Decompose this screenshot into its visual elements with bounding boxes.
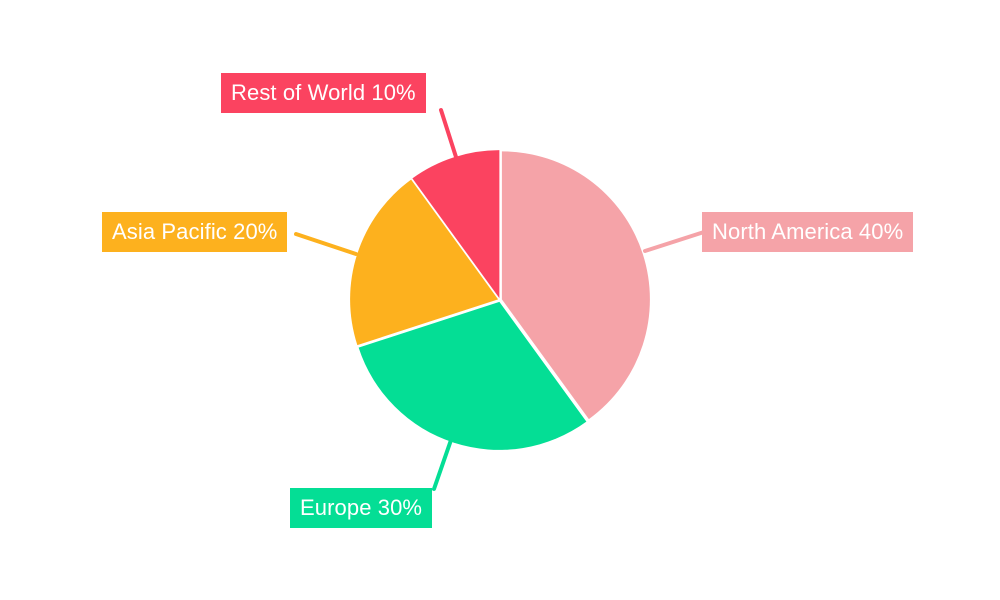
leader-line-rest-of-world: [439, 108, 458, 159]
pie-slice-asia-pacific[interactable]: [350, 179, 499, 346]
pie-slices: [350, 150, 650, 450]
leader-line-asia-pacific: [294, 232, 358, 256]
pie-label-europe[interactable]: Europe 30%: [290, 488, 433, 528]
pie-slice-rest-of-world[interactable]: [412, 150, 500, 299]
pie-slice-north-america[interactable]: [501, 151, 650, 420]
pie-slice-europe[interactable]: [358, 301, 587, 450]
leader-line-europe: [432, 438, 453, 491]
leader-lines: [294, 108, 706, 491]
pie-label-north-america[interactable]: North America 40%: [702, 212, 914, 252]
pie-label-asia-pacific[interactable]: Asia Pacific 20%: [102, 212, 288, 252]
leader-line-north-america: [643, 230, 706, 253]
pie-label-rest-of-world[interactable]: Rest of World 10%: [221, 73, 426, 113]
